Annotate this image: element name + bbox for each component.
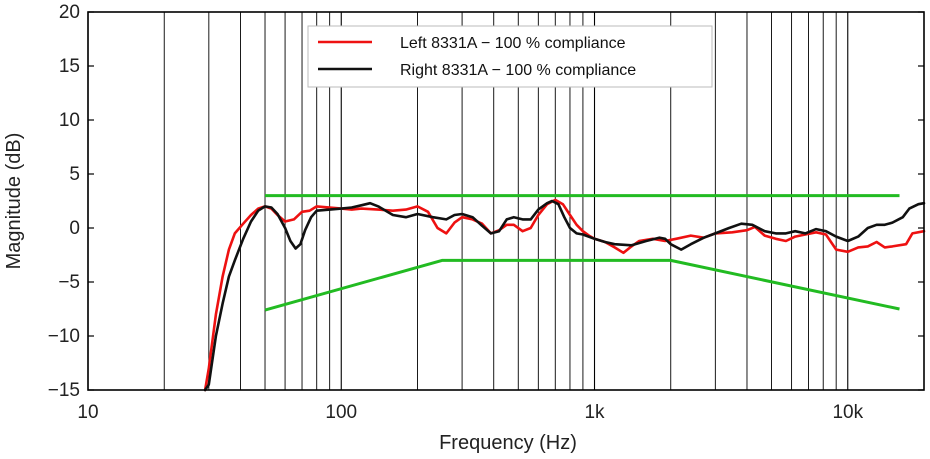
legend: Left 8331A − 100 % compliance Right 8331…: [307, 25, 713, 88]
y-tick-label: 20: [59, 2, 80, 23]
y-tick-label: −10: [48, 326, 80, 347]
y-tick-label: 10: [59, 110, 80, 131]
series-left-line: [203, 198, 926, 392]
x-axis-title: Frequency (Hz): [439, 432, 577, 454]
legend-label-right: Right 8331A − 100 % compliance: [400, 62, 636, 79]
x-tick-label: 10: [77, 402, 98, 423]
x-tick-label: 100: [325, 402, 357, 423]
y-tick-label: −5: [58, 272, 80, 293]
x-tick-labels: 10 100 1k 10k: [77, 402, 863, 423]
y-tick-label: 0: [69, 218, 80, 239]
legend-box: [307, 25, 713, 88]
tolerance-lower-limit: [264, 258, 900, 312]
legend-label-left: Left 8331A − 100 % compliance: [400, 35, 626, 52]
y-tick-label: −15: [48, 380, 80, 401]
y-axis-title: Magnitude (dB): [3, 133, 25, 270]
y-tick-labels: 20 15 10 5 0 −5 −10 −15: [48, 2, 924, 401]
y-tick-label: 15: [59, 56, 80, 77]
x-tick-label: 10k: [832, 402, 863, 423]
x-tick-label: 1k: [584, 402, 605, 423]
plot-frame: [87, 11, 925, 391]
tolerance-lines: [264, 194, 900, 312]
series-right-line: [203, 199, 926, 392]
y-tick-label: 5: [69, 164, 80, 185]
data-series: [203, 198, 926, 392]
